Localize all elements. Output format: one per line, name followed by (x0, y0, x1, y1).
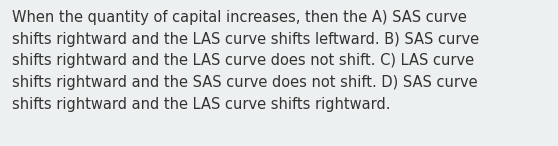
Text: When the quantity of capital increases, then the A) SAS curve
shifts rightward a: When the quantity of capital increases, … (12, 10, 479, 112)
